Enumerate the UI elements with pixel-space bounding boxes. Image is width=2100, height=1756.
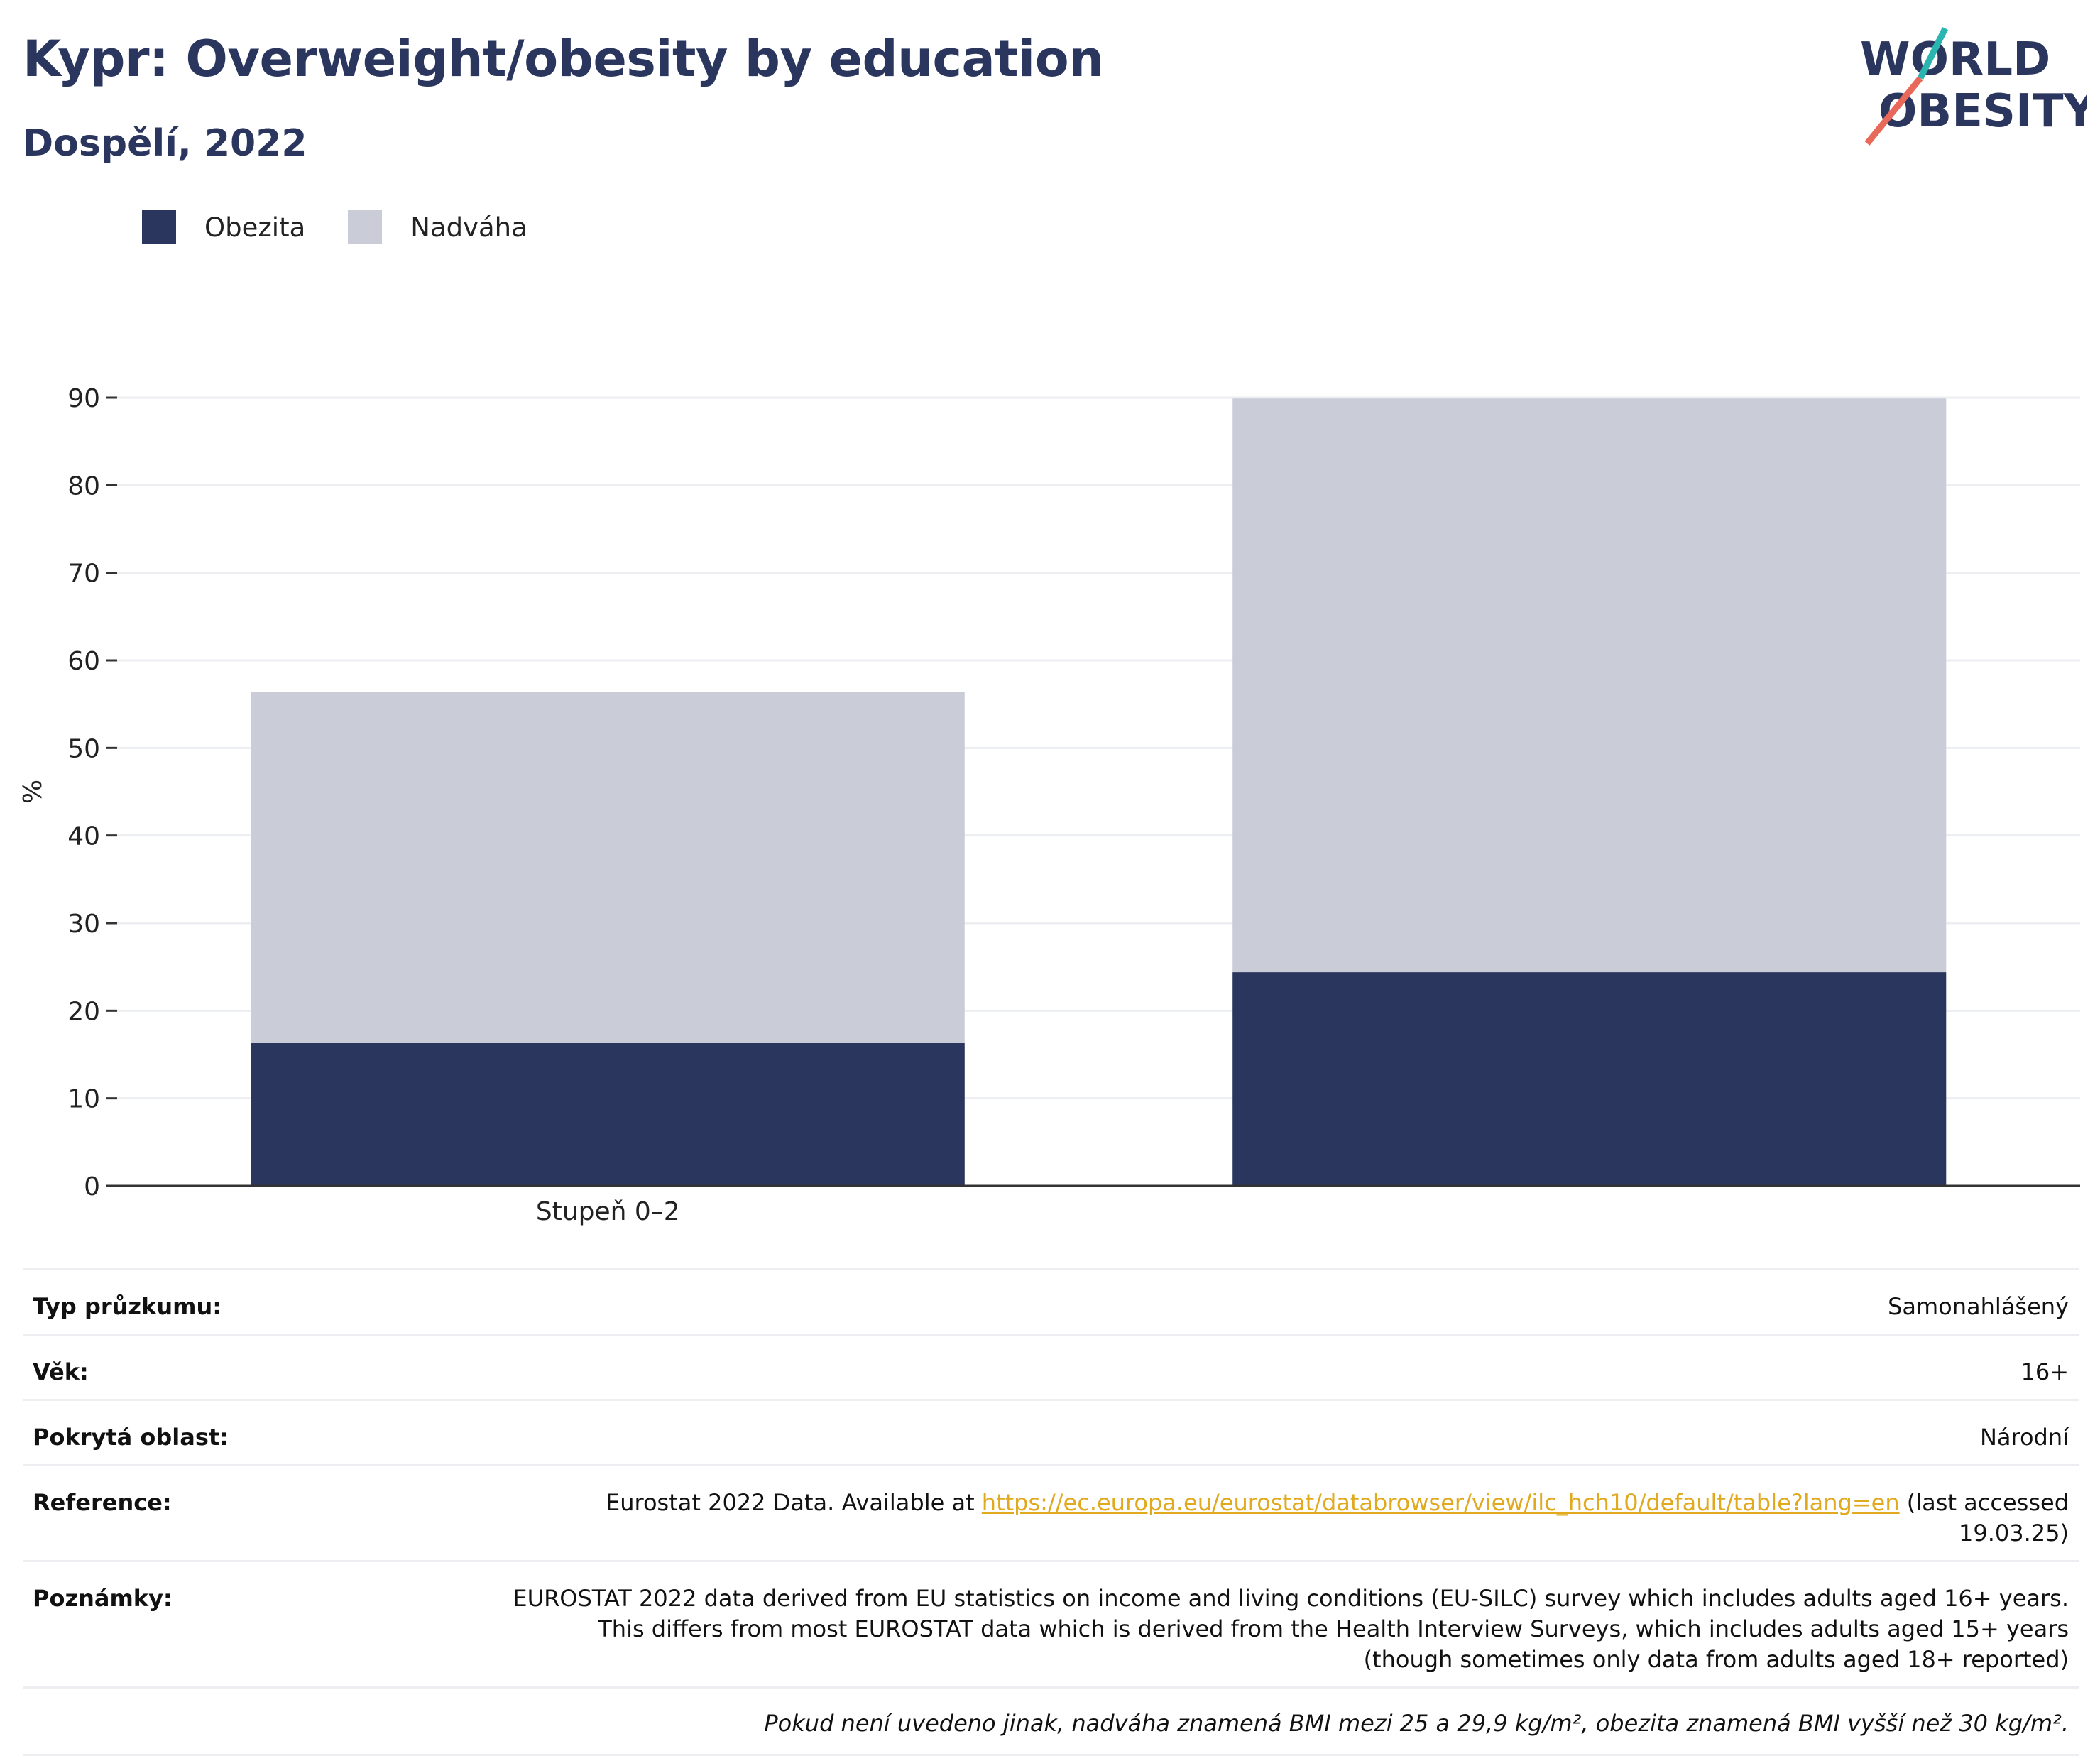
reference-prefix: Eurostat 2022 Data. Available at [606, 1489, 982, 1516]
y-tick-label-50: 50 [67, 734, 100, 763]
legend-label-overweight: Nadváha [410, 212, 527, 243]
info-row-reference: Reference: Eurostat 2022 Data. Available… [23, 1464, 2079, 1560]
x-tick-label-0: Stupeň 0–2 [536, 1197, 680, 1226]
legend-label-obesity: Obezita [204, 212, 306, 243]
legend-swatch-obesity [142, 210, 176, 244]
chart-subtitle: Dospělí, 2022 [23, 122, 307, 165]
y-tick-label-70: 70 [67, 560, 100, 589]
survey-type-label: Typ průzkumu: [33, 1293, 222, 1320]
age-label: Věk: [33, 1358, 89, 1385]
y-tick-label-80: 80 [67, 471, 100, 501]
reference-label: Reference: [33, 1489, 172, 1516]
reference-value: Eurostat 2022 Data. Available at https:/… [507, 1488, 2069, 1549]
axes: 0 10 20 30 40 50 60 70 80 90% Stupeň 0–2 [18, 384, 2080, 1226]
svg-text:WORLD: WORLD [1860, 33, 2050, 86]
y-tick-label-40: 40 [67, 822, 100, 851]
y-tick-label-90: 90 [67, 384, 100, 413]
bar-nadváha-1 [1232, 398, 1947, 973]
legend-swatch-overweight [348, 210, 383, 244]
bar-obezita-0 [251, 1042, 965, 1186]
bar-nadváha-0 [251, 692, 965, 1043]
chart-legend: Obezita Nadváha [142, 210, 570, 244]
svg-text:OBESITY: OBESITY [1878, 85, 2087, 138]
notes-label: Poznámky: [33, 1585, 173, 1612]
coverage-value: Národní [1979, 1424, 2069, 1451]
reference-suffix: (last accessed 19.03.25) [1899, 1489, 2069, 1547]
bar-obezita-1 [1232, 972, 1947, 1186]
y-tick-label-60: 60 [67, 647, 100, 676]
bmi-footnote: Pokud není uvedeno jinak, nadváha znamen… [23, 1686, 2079, 1756]
notes-value: EUROSTAT 2022 data derived from EU stati… [513, 1585, 2069, 1673]
reference-link[interactable]: https://ec.europa.eu/eurostat/databrowse… [981, 1489, 1900, 1516]
age-value: 16+ [2020, 1358, 2069, 1385]
y-tick-label-0: 0 [84, 1172, 100, 1201]
world-obesity-logo: WORLD OBESITY [1860, 26, 2087, 146]
survey-type-value: Samonahlášený [1888, 1293, 2069, 1320]
legend-item-obesity[interactable]: Obezita [142, 210, 305, 244]
coverage-label: Pokrytá oblast: [33, 1424, 229, 1451]
stacked-bar-chart: 0 10 20 30 40 50 60 70 80 90% Stupeň 0–2 [18, 384, 2080, 1226]
info-row-age: Věk: 16+ [23, 1334, 2079, 1399]
y-axis-label: % [18, 780, 48, 804]
info-row-survey-type: Typ průzkumu: Samonahlášený [23, 1268, 2079, 1334]
y-tick-label-30: 30 [67, 910, 100, 939]
y-tick-label-20: 20 [67, 997, 100, 1026]
metadata-table: Typ průzkumu: Samonahlášený Věk: 16+ Pok… [23, 1268, 2079, 1756]
info-row-notes: Poznámky: EUROSTAT 2022 data derived fro… [23, 1560, 2079, 1686]
y-tick-label-10: 10 [67, 1085, 100, 1114]
legend-item-overweight[interactable]: Nadváha [348, 210, 527, 244]
chart-title: Kypr: Overweight/obesity by education [23, 30, 1104, 88]
bars [251, 398, 1947, 1186]
info-row-coverage: Pokrytá oblast: Národní [23, 1399, 2079, 1464]
